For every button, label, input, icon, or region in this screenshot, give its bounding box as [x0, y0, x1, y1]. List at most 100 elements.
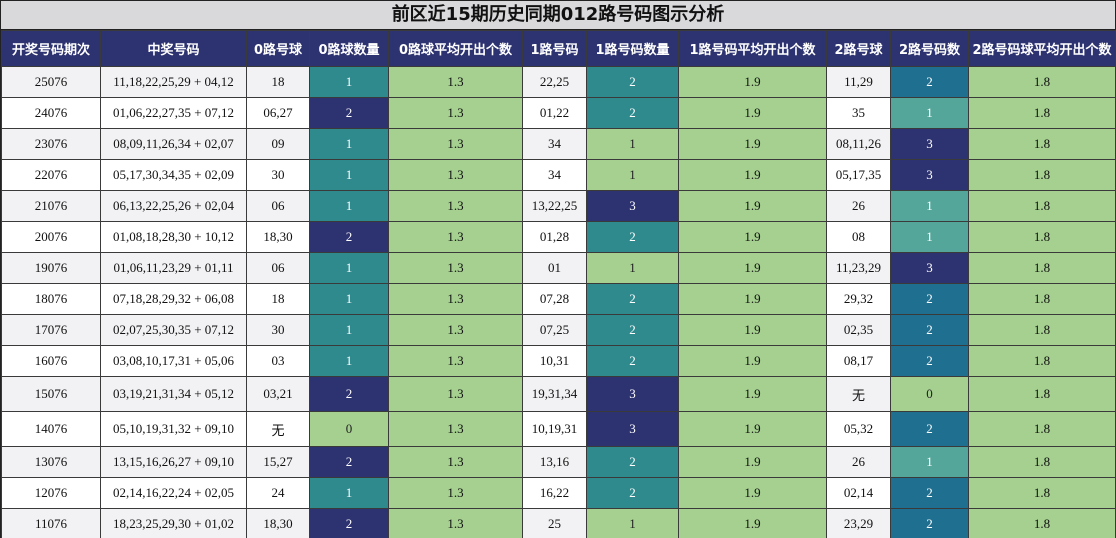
cell-numbers: 01,06,22,27,35 + 07,12 — [100, 97, 247, 129]
cell-period: 14076 — [1, 411, 101, 447]
table-row: 18076 07,18,28,29,32 + 06,08 18 1 1.3 07,28 2 1… — [1, 283, 1116, 315]
cell-r0: 06 — [246, 252, 310, 284]
cell-numbers: 01,08,18,28,30 + 10,12 — [100, 221, 247, 253]
cell-r1-avg: 1.9 — [678, 508, 827, 538]
cell-r0: 无 — [246, 411, 310, 447]
cell-r1: 34 — [522, 159, 587, 191]
header-r2: 2路号球 — [826, 30, 891, 67]
table-row: 13076 13,15,16,26,27 + 09,10 15,27 2 1.3 13,1… — [1, 446, 1116, 478]
cell-r1: 13,22,25 — [522, 190, 587, 222]
cell-period: 21076 — [1, 190, 101, 222]
cell-r1-avg: 1.9 — [678, 190, 827, 222]
cell-numbers: 02,07,25,30,35 + 07,12 — [100, 314, 247, 346]
cell-r0-avg: 1.3 — [388, 159, 523, 191]
cell-r0-count: 1 — [309, 66, 389, 98]
cell-numbers: 18,23,25,29,30 + 01,02 — [100, 508, 247, 538]
cell-r2-avg: 1.8 — [968, 314, 1116, 346]
cell-r1: 13,16 — [522, 446, 587, 478]
cell-period: 16076 — [1, 345, 101, 377]
table-row: 15076 03,19,21,31,34 + 05,12 03,21 2 1.3 19,3… — [1, 376, 1116, 412]
cell-period: 25076 — [1, 66, 101, 98]
cell-r2-avg: 1.8 — [968, 508, 1116, 538]
header-r2-count: 2路号码数 — [890, 30, 969, 67]
table-row: 17076 02,07,25,30,35 + 07,12 30 1 1.3 07,25 2 1… — [1, 314, 1116, 346]
cell-numbers: 08,09,11,26,34 + 02,07 — [100, 128, 247, 160]
cell-r1-avg: 1.9 — [678, 345, 827, 377]
cell-r0-count: 1 — [309, 314, 389, 346]
table-row: 11076 18,23,25,29,30 + 01,02 18,30 2 1.3 25 1 1… — [1, 508, 1116, 538]
cell-r1-count: 2 — [586, 345, 679, 377]
cell-r2-avg: 1.8 — [968, 128, 1116, 160]
cell-r1-count: 2 — [586, 66, 679, 98]
cell-r2-avg: 1.8 — [968, 252, 1116, 284]
cell-r2: 02,35 — [826, 314, 891, 346]
header-numbers: 中奖号码 — [100, 30, 247, 67]
cell-r1-avg: 1.9 — [678, 159, 827, 191]
header-r1-avg: 1路号码平均开出个数 — [678, 30, 827, 67]
header-r1-count: 1路号码数量 — [586, 30, 679, 67]
header-r0: 0路号球 — [246, 30, 310, 67]
cell-r2-count: 2 — [890, 508, 969, 538]
cell-r2-count: 0 — [890, 376, 969, 412]
cell-r2-avg: 1.8 — [968, 411, 1116, 447]
cell-r0: 09 — [246, 128, 310, 160]
cell-numbers: 02,14,16,22,24 + 02,05 — [100, 477, 247, 509]
header-r0-avg: 0路球平均开出个数 — [388, 30, 523, 67]
cell-r0-avg: 1.3 — [388, 252, 523, 284]
cell-r2: 05,17,35 — [826, 159, 891, 191]
cell-period: 22076 — [1, 159, 101, 191]
cell-r0-avg: 1.3 — [388, 411, 523, 447]
cell-r1-count: 1 — [586, 508, 679, 538]
cell-r1-count: 2 — [586, 97, 679, 129]
table-row: 24076 01,06,22,27,35 + 07,12 06,27 2 1.3 01,2… — [1, 97, 1116, 129]
cell-r0-avg: 1.3 — [388, 128, 523, 160]
cell-period: 13076 — [1, 446, 101, 478]
cell-numbers: 03,19,21,31,34 + 05,12 — [100, 376, 247, 412]
cell-r0-count: 2 — [309, 508, 389, 538]
cell-r2: 08 — [826, 221, 891, 253]
cell-numbers: 05,10,19,31,32 + 09,10 — [100, 411, 247, 447]
cell-r2: 26 — [826, 446, 891, 478]
cell-r1: 25 — [522, 508, 587, 538]
cell-r0-avg: 1.3 — [388, 314, 523, 346]
cell-r1: 10,19,31 — [522, 411, 587, 447]
cell-r0-avg: 1.3 — [388, 97, 523, 129]
cell-r1-avg: 1.9 — [678, 128, 827, 160]
cell-r2-count: 1 — [890, 221, 969, 253]
cell-r1: 07,28 — [522, 283, 587, 315]
header-r1: 1路号码 — [522, 30, 587, 67]
cell-r2-avg: 1.8 — [968, 345, 1116, 377]
cell-r1-count: 1 — [586, 128, 679, 160]
cell-period: 15076 — [1, 376, 101, 412]
cell-period: 19076 — [1, 252, 101, 284]
cell-period: 20076 — [1, 221, 101, 253]
cell-r0-avg: 1.3 — [388, 190, 523, 222]
cell-r0: 15,27 — [246, 446, 310, 478]
cell-r1: 22,25 — [522, 66, 587, 98]
cell-numbers: 11,18,22,25,29 + 04,12 — [100, 66, 247, 98]
cell-r0-count: 0 — [309, 411, 389, 447]
header-r0-count: 0路球数量 — [309, 30, 389, 67]
cell-r1-avg: 1.9 — [678, 97, 827, 129]
cell-r1: 10,31 — [522, 345, 587, 377]
cell-period: 11076 — [1, 508, 101, 538]
cell-r1-count: 2 — [586, 446, 679, 478]
cell-r2: 02,14 — [826, 477, 891, 509]
cell-r0: 30 — [246, 314, 310, 346]
cell-r2-avg: 1.8 — [968, 221, 1116, 253]
table-body: 25076 11,18,22,25,29 + 04,12 18 1 1.3 22,25 2 1… — [1, 66, 1116, 538]
cell-r0-avg: 1.3 — [388, 477, 523, 509]
cell-r2: 11,23,29 — [826, 252, 891, 284]
cell-r2-count: 2 — [890, 283, 969, 315]
cell-period: 12076 — [1, 477, 101, 509]
cell-r2-count: 3 — [890, 128, 969, 160]
table-row: 25076 11,18,22,25,29 + 04,12 18 1 1.3 22,25 2 1… — [1, 66, 1116, 98]
cell-r1: 07,25 — [522, 314, 587, 346]
cell-r2: 29,32 — [826, 283, 891, 315]
cell-r2-count: 2 — [890, 477, 969, 509]
cell-r0: 06,27 — [246, 97, 310, 129]
cell-r0-count: 1 — [309, 283, 389, 315]
cell-r2-count: 2 — [890, 66, 969, 98]
cell-r1-count: 2 — [586, 314, 679, 346]
